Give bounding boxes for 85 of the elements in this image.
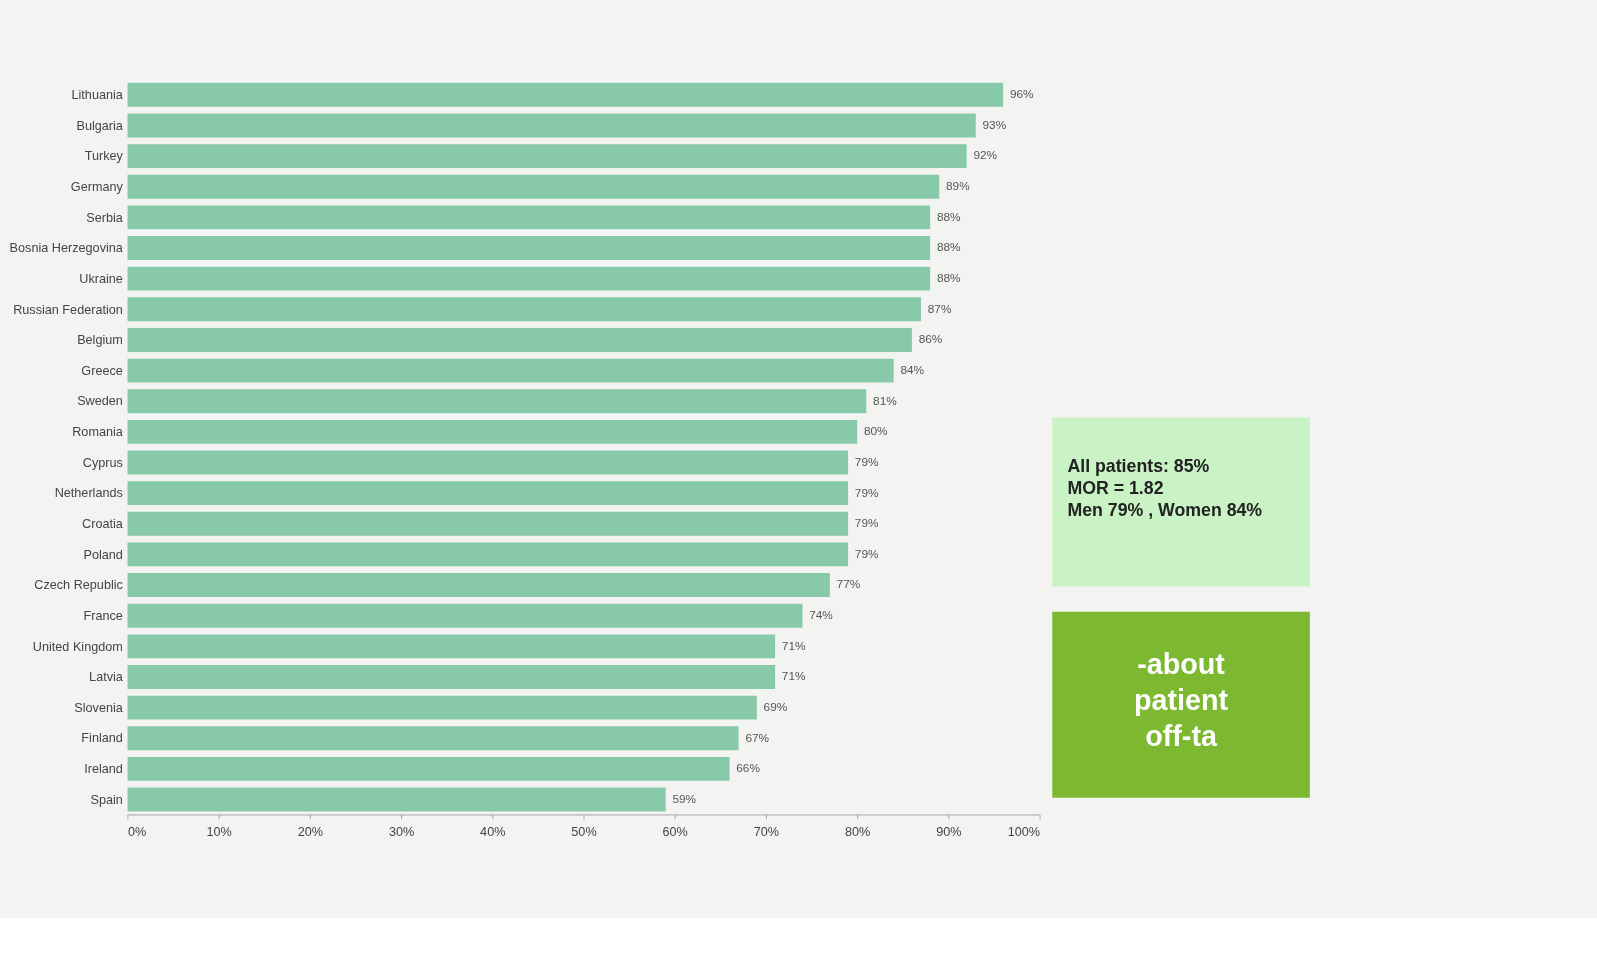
bar (127, 603, 803, 628)
data-label: 87% (927, 301, 952, 316)
bar (127, 236, 931, 260)
bar (127, 665, 776, 689)
bar (127, 205, 931, 230)
data-label: 67% (745, 730, 770, 745)
y-tick-label: Slovenia (74, 700, 124, 715)
y-tick-label: Finland (81, 731, 123, 746)
data-label: 79% (854, 516, 879, 531)
bar (127, 419, 858, 444)
data-label: 80% (863, 424, 889, 439)
y-tick-label: Russian Federation (13, 302, 123, 317)
bar (127, 82, 1004, 107)
bar (127, 266, 931, 291)
y-tick-label: Lithuania (71, 88, 124, 103)
data-label: 86% (918, 332, 943, 347)
x-tick-label: 10% (206, 825, 232, 840)
bar (127, 389, 867, 414)
data-label: 77% (836, 577, 861, 592)
y-tick-label: Greece (81, 363, 123, 378)
data-label: 71% (781, 638, 806, 653)
bar (127, 695, 757, 720)
y-tick-label: Czech Republic (34, 578, 123, 593)
x-tick-label: 100% (1007, 825, 1041, 840)
x-tick-label: 50% (571, 825, 597, 840)
data-label: 88% (936, 209, 962, 224)
data-label: 79% (854, 546, 879, 561)
data-label: 69% (763, 699, 788, 714)
bar (127, 297, 922, 322)
y-tick-label: Belgium (77, 333, 123, 348)
data-label: 81% (873, 393, 898, 408)
x-tick-label: 80% (844, 825, 871, 840)
y-tick-label: Ireland (84, 762, 123, 777)
data-label: 74% (809, 608, 834, 623)
bar (127, 174, 940, 199)
y-tick-label: United Kingdom (32, 639, 123, 654)
data-label: 66% (736, 761, 761, 776)
bar (127, 450, 849, 475)
y-tick-label: Germany (70, 179, 124, 194)
y-tick-label: Turkey (84, 149, 124, 164)
bar (127, 327, 912, 352)
x-tick-label: 70% (753, 825, 780, 840)
bar (127, 542, 849, 567)
y-tick-label: Ukraine (79, 271, 123, 286)
y-tick-label: Croatia (82, 517, 124, 531)
y-tick-label: Poland (83, 547, 123, 562)
x-tick-label: 0% (127, 825, 147, 840)
x-tick-label: 60% (662, 825, 688, 840)
bar (127, 756, 730, 781)
data-label: 79% (854, 454, 879, 469)
y-tick-label: Sweden (77, 394, 123, 409)
bar (127, 358, 894, 383)
data-label: 89% (946, 179, 971, 194)
data-label: 93% (982, 117, 1007, 132)
bar (127, 787, 666, 812)
bar (127, 144, 967, 169)
y-tick-label: Bosnia Herzegovina (9, 241, 124, 256)
y-tick-label: Bulgaria (76, 118, 124, 133)
text: -about patient off-ta (1134, 647, 1229, 752)
y-tick-label: Latvia (89, 670, 124, 685)
bar (127, 511, 849, 536)
y-tick-label: Romania (72, 425, 124, 440)
bar (127, 481, 849, 506)
data-label: 88% (936, 240, 962, 255)
text: All patients: 85% MOR = 1.82 Men 79% , Women 84% (1067, 456, 1263, 521)
y-tick-label: Netherlands (54, 486, 123, 501)
y-tick-label: Cyprus (82, 455, 123, 470)
bar (127, 573, 830, 597)
x-tick-label: 20% (297, 825, 324, 840)
data-label: 71% (781, 669, 806, 684)
x-tick-label: 90% (936, 825, 962, 840)
y-tick-label: Serbia (86, 210, 124, 225)
data-label: 88% (936, 271, 962, 286)
bar (127, 726, 739, 751)
data-label: 84% (900, 362, 925, 377)
bar (127, 113, 976, 138)
x-tick-label: 30% (388, 825, 415, 840)
data-label: 96% (1009, 87, 1035, 102)
bar (127, 634, 776, 659)
data-label: 79% (854, 485, 879, 500)
y-tick-label: Spain (90, 792, 123, 807)
data-label: 59% (672, 791, 697, 806)
y-tick-label: France (83, 608, 123, 623)
data-label: 92% (973, 148, 998, 163)
x-tick-label: 40% (480, 825, 506, 840)
